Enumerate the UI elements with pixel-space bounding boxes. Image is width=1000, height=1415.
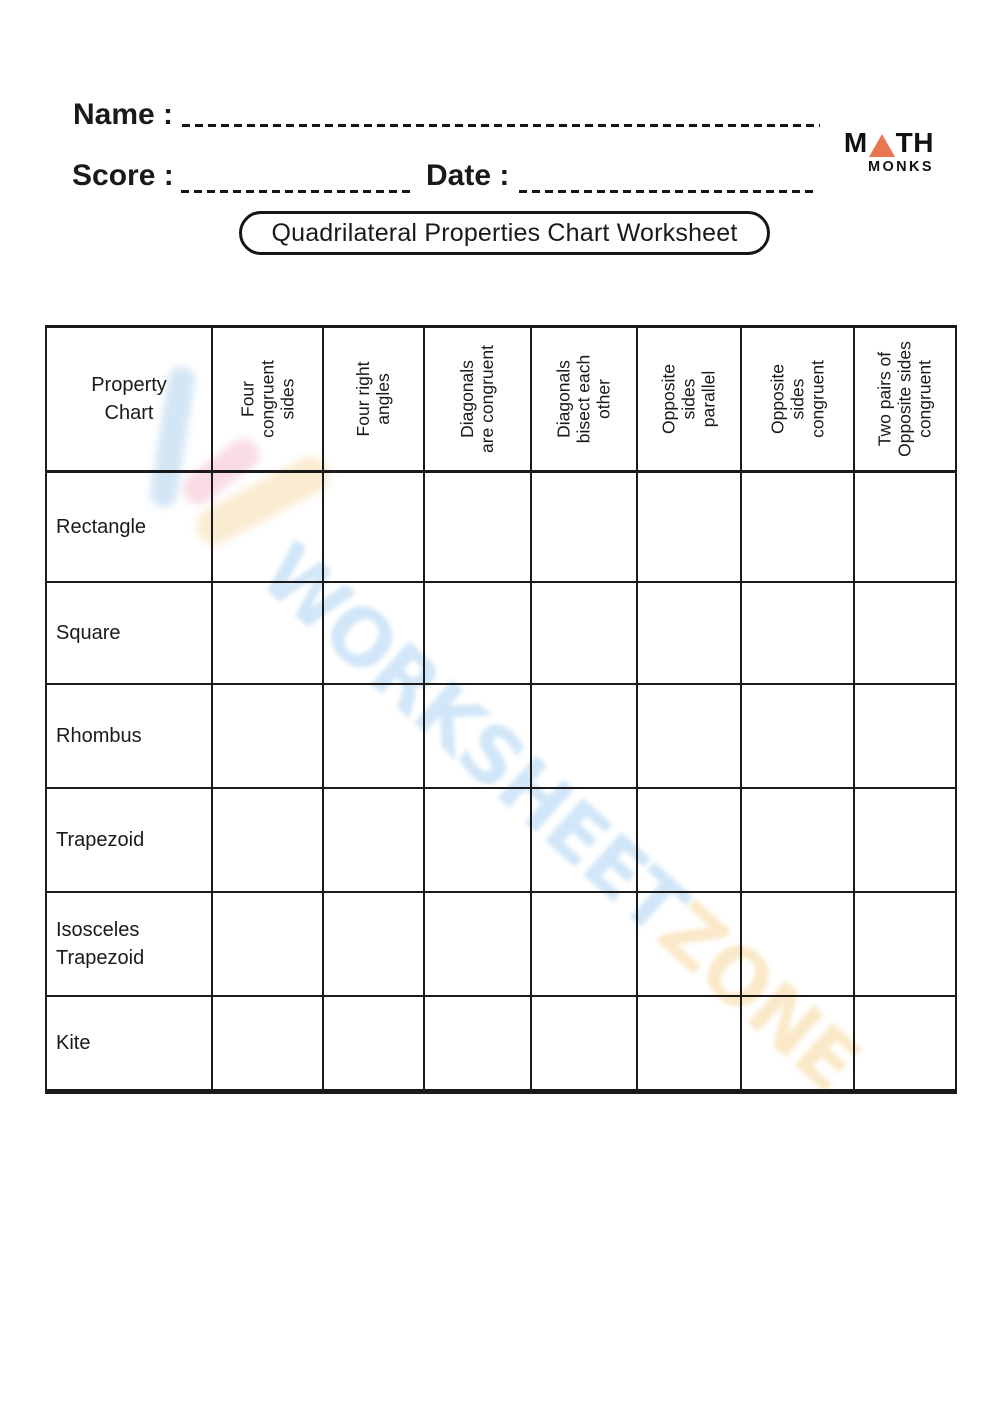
answer-cell[interactable] (853, 682, 957, 789)
worksheet-title: Quadrilateral Properties Chart Worksheet (239, 211, 770, 255)
name-field-line[interactable] (182, 124, 820, 127)
row-label-cell: Isosceles Trapezoid (45, 890, 213, 997)
answer-cell[interactable] (853, 890, 957, 997)
answer-cell[interactable] (423, 682, 532, 789)
row-label-cell: Rhombus (45, 682, 213, 789)
corner-header-text: Property Chart (91, 374, 167, 424)
row-label-cell: Trapezoid (45, 786, 213, 893)
answer-cell[interactable] (740, 682, 855, 789)
answer-cell[interactable] (530, 580, 638, 685)
logo-monks-text: MONKS (868, 159, 934, 175)
answer-cell[interactable] (636, 994, 742, 1093)
answer-cell[interactable] (740, 786, 855, 893)
answer-cell[interactable] (322, 580, 425, 685)
answer-cell[interactable] (740, 994, 855, 1093)
logo-letter-m: M (843, 127, 868, 158)
row-label: Trapezoid (56, 828, 145, 851)
answer-cell[interactable] (530, 994, 638, 1093)
mathmonks-logo: M TH MONKS (834, 129, 934, 176)
column-header-opposite-sides-congruent: Opposite sides congruent (740, 325, 855, 473)
table-row-rhombus: Rhombus (45, 682, 957, 789)
column-header-text: Opposite sides congruent (766, 360, 827, 438)
table-header-row: Property Chart Four congruent sides Four… (45, 325, 957, 473)
score-field-line[interactable] (181, 190, 415, 193)
corner-header-cell: Property Chart (45, 325, 213, 473)
answer-cell[interactable] (853, 786, 957, 893)
column-header-four-right-angles: Four right angles (322, 325, 425, 473)
answer-cell[interactable] (322, 470, 425, 583)
answer-cell[interactable] (211, 890, 324, 997)
answer-cell[interactable] (322, 994, 425, 1093)
table-row-rectangle: Rectangle (45, 470, 957, 583)
answer-cell[interactable] (530, 890, 638, 997)
column-header-text: Opposite sides parallel (658, 363, 718, 435)
answer-cell[interactable] (211, 580, 324, 685)
answer-cell[interactable] (853, 470, 957, 583)
table-row-kite: Kite (45, 994, 957, 1093)
answer-cell[interactable] (211, 994, 324, 1093)
answer-cell[interactable] (636, 580, 742, 685)
answer-cell[interactable] (636, 470, 742, 583)
date-label: Date : (426, 159, 510, 192)
answer-cell[interactable] (322, 682, 425, 789)
column-header-diagonals-are-congruent: Diagonals are congruent (423, 325, 532, 473)
answer-cell[interactable] (530, 682, 638, 789)
answer-cell[interactable] (211, 786, 324, 893)
column-header-text: Diagonals bisect each other (553, 354, 613, 444)
logo-letters-th: TH (895, 127, 934, 158)
properties-table: Property Chart Four congruent sides Four… (45, 325, 957, 1094)
row-label: Isosceles Trapezoid (56, 918, 145, 969)
triangle-icon (868, 134, 895, 157)
row-label-cell: Square (45, 580, 213, 685)
answer-cell[interactable] (636, 786, 742, 893)
table-row-square: Square (45, 580, 957, 685)
answer-cell[interactable] (853, 994, 957, 1093)
date-field-line[interactable] (519, 190, 818, 193)
mathmonks-logo-top: M TH (834, 129, 934, 157)
answer-cell[interactable] (423, 890, 532, 997)
answer-cell[interactable] (740, 890, 855, 997)
column-header-text: Four right angles (352, 361, 393, 437)
row-label: Rhombus (56, 724, 142, 747)
answer-cell[interactable] (530, 470, 638, 583)
answer-cell[interactable] (740, 580, 855, 685)
column-header-diagonals-bisect-each-other: Diagonals bisect each other (530, 325, 638, 473)
row-label: Rectangle (56, 515, 147, 538)
answer-cell[interactable] (423, 580, 532, 685)
answer-cell[interactable] (322, 890, 425, 997)
answer-cell[interactable] (530, 786, 638, 893)
name-label: Name : (73, 98, 174, 131)
answer-cell[interactable] (853, 580, 957, 685)
row-label: Square (56, 621, 121, 644)
answer-cell[interactable] (211, 682, 324, 789)
column-header-opposite-sides-parallel: Opposite sides parallel (636, 325, 742, 473)
answer-cell[interactable] (423, 470, 532, 583)
answer-cell[interactable] (636, 682, 742, 789)
column-header-text: Two pairs of Opposite sides congruent (874, 341, 934, 457)
score-label: Score : (72, 159, 174, 192)
row-label-cell: Rectangle (45, 470, 213, 583)
row-label-cell: Kite (45, 994, 213, 1093)
row-label: Kite (56, 1031, 91, 1054)
answer-cell[interactable] (322, 786, 425, 893)
column-header-text: Four congruent sides (236, 360, 297, 438)
answer-cell[interactable] (211, 470, 324, 583)
table-row-isosceles-trapezoid: Isosceles Trapezoid (45, 890, 957, 997)
answer-cell[interactable] (636, 890, 742, 997)
table-row-trapezoid: Trapezoid (45, 786, 957, 893)
answer-cell[interactable] (423, 994, 532, 1093)
column-header-text: Diagonals are congruent (456, 345, 497, 453)
answer-cell[interactable] (740, 470, 855, 583)
column-header-two-pairs-opposite-sides-congruent: Two pairs of Opposite sides congruent (853, 325, 957, 473)
column-header-four-congruent-sides: Four congruent sides (211, 325, 324, 473)
answer-cell[interactable] (423, 786, 532, 893)
